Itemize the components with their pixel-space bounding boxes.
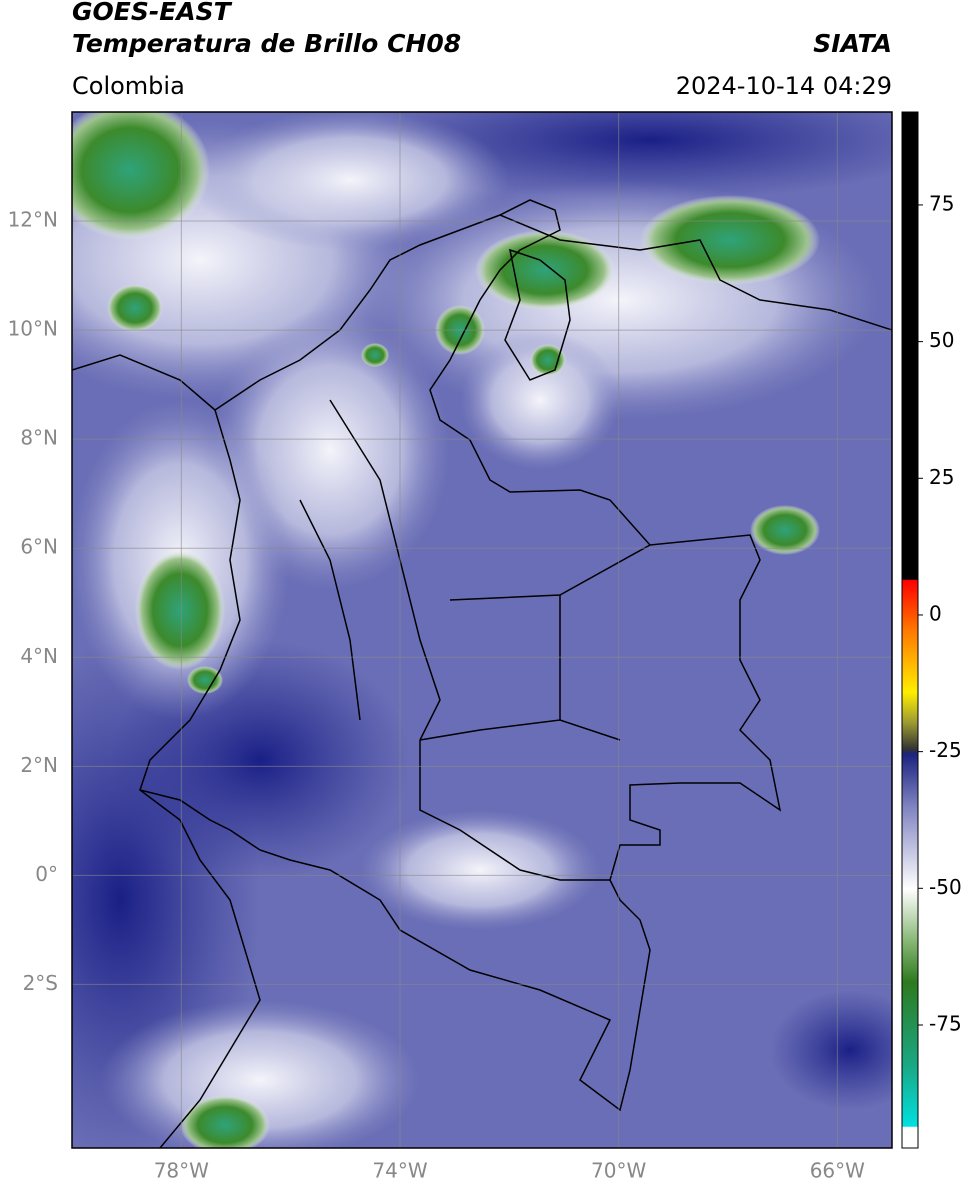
- y-tick-label: 6°N: [20, 535, 58, 559]
- satellite-image: [72, 112, 892, 1148]
- colorbar-tick-label: -75: [929, 1011, 962, 1035]
- x-tick-label: 74°W: [372, 1159, 427, 1183]
- y-tick-label: 8°N: [20, 426, 58, 450]
- graticule: [72, 112, 892, 1148]
- region: Colombia: [72, 72, 185, 100]
- x-tick-label: 66°W: [810, 1159, 865, 1183]
- x-tick-label: 78°W: [154, 1159, 209, 1183]
- subtitle: Temperatura de Brillo CH08: [72, 29, 461, 58]
- colorbar-tick-label: 25: [929, 465, 954, 489]
- map-frame: [71, 111, 893, 1149]
- colorbar-tick-label: -25: [929, 738, 962, 762]
- colorbar: [901, 111, 919, 1149]
- y-tick-label: 2°N: [20, 753, 58, 777]
- title: GOES-EAST: [72, 0, 233, 26]
- y-tick-label: 2°S: [23, 971, 58, 995]
- colorbar-tick-label: 0: [929, 601, 942, 625]
- y-tick-label: 4°N: [20, 644, 58, 668]
- y-tick-label: 0°: [35, 862, 58, 886]
- colorbar-tick-label: 75: [929, 191, 954, 215]
- datetime: 2024-10-14 04:29: [676, 72, 892, 100]
- y-tick-label: 10°N: [8, 317, 58, 341]
- x-tick-label: 70°W: [591, 1159, 646, 1183]
- source: SIATA: [813, 29, 892, 58]
- y-tick-label: 12°N: [8, 208, 58, 232]
- colorbar-tick-label: 50: [929, 328, 954, 352]
- colorbar-tick-label: -50: [929, 875, 962, 899]
